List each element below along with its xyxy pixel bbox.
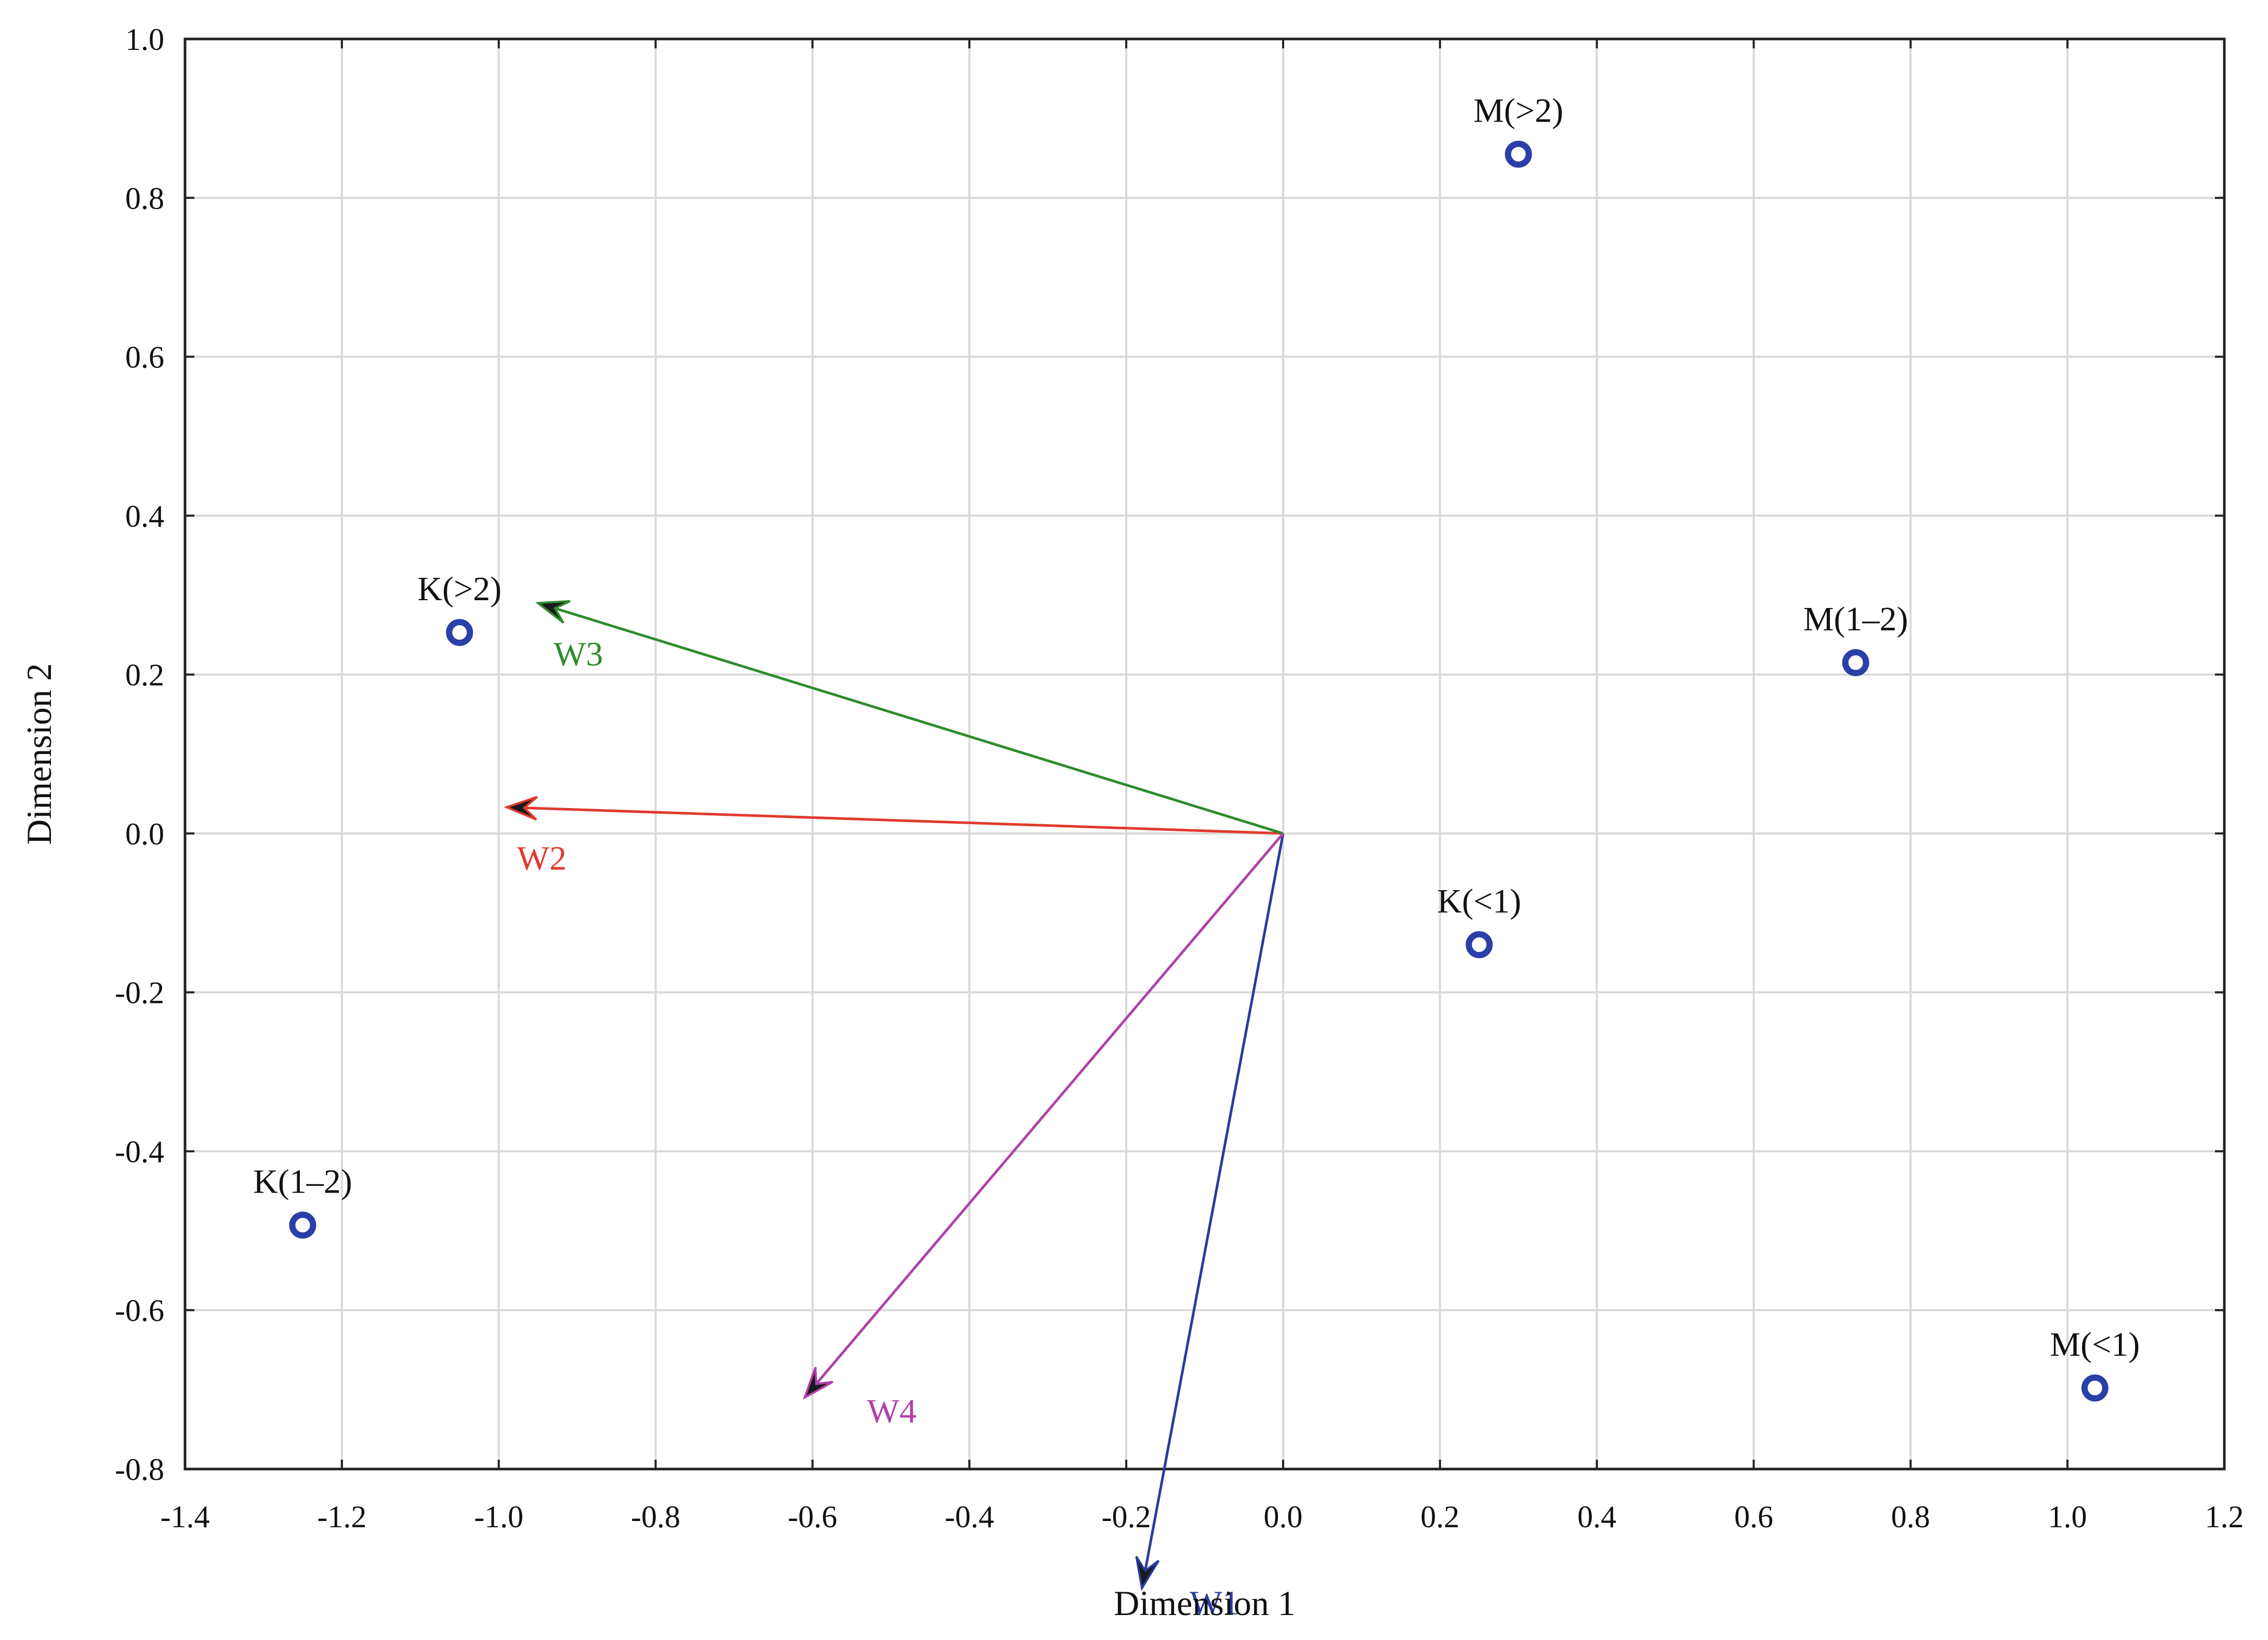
point-group: K(>2): [417, 570, 502, 646]
vector-line: [506, 805, 1284, 835]
data-point: [2081, 1374, 2108, 1402]
vector-arrowhead: [535, 600, 571, 624]
data-point: [1466, 931, 1493, 958]
axis-ticks: [184, 38, 2225, 1470]
x-tick-label: -0.6: [788, 1500, 837, 1534]
point-label: M(1–2): [1803, 600, 1908, 638]
x-tick-label: 1.0: [2048, 1500, 2087, 1534]
vector-line: [803, 832, 1284, 1399]
x-tick-label: 0.2: [1420, 1500, 1459, 1534]
y-tick-label: -0.6: [115, 1293, 164, 1328]
vector-line: [1140, 833, 1285, 1589]
x-tick-label: 0.4: [1577, 1500, 1616, 1534]
data-point: [289, 1211, 317, 1239]
plot-area-frame: [183, 37, 2226, 1471]
point-group: M(<1): [2050, 1326, 2140, 1402]
y-tick-label: 0.0: [125, 817, 164, 851]
x-tick-label: -1.0: [474, 1500, 523, 1534]
vector-w4: W4: [802, 832, 1284, 1430]
x-tick-label: 0.8: [1891, 1500, 1930, 1534]
vector-line: [537, 602, 1284, 835]
y-tick-label: -0.4: [115, 1134, 164, 1169]
x-axis-title: Dimension 1: [1114, 1583, 1295, 1623]
y-tick-labels: -0.8 -0.6 -0.4 -0.2 0.0 0.2 0.4 0.6 0.8 1.0: [115, 22, 164, 1487]
x-tick-label: 1.2: [2205, 1500, 2244, 1534]
point-group: M(1–2): [1803, 600, 1908, 677]
points: M(>2) M(1–2) K(>2) K(<1) K(1–2) M(<1): [253, 92, 2140, 1402]
vector-w1: W1: [1135, 833, 1285, 1622]
vector-arrowhead: [802, 1367, 834, 1400]
point-label: M(>2): [1473, 92, 1563, 130]
point-group: K(1–2): [253, 1163, 352, 1239]
x-tick-label: 0.0: [1263, 1500, 1302, 1534]
x-tick-label: -0.8: [631, 1500, 680, 1534]
vector-label: W3: [553, 636, 603, 673]
vector-w2: W2: [504, 796, 1284, 877]
x-tick-label: -0.4: [945, 1500, 994, 1534]
y-tick-label: -0.8: [115, 1452, 164, 1487]
y-tick-label: 0.6: [125, 340, 164, 375]
data-point: [1842, 649, 1869, 677]
vector-label: W2: [517, 839, 566, 877]
point-label: M(<1): [2050, 1326, 2140, 1364]
data-point: [446, 619, 473, 646]
x-tick-label: 0.6: [1734, 1500, 1773, 1534]
data-point: [1505, 140, 1532, 168]
vector-w3: W3: [535, 600, 1284, 835]
x-tick-label: -1.4: [161, 1500, 210, 1534]
vector-arrowhead: [504, 796, 538, 821]
x-tick-labels: -1.4 -1.2 -1.0 -0.8 -0.6 -0.4 -0.2 0.0 0.2 0.4 0.6…: [161, 1500, 2244, 1534]
point-label: K(<1): [1437, 882, 1521, 920]
y-tick-label: 0.8: [125, 181, 164, 216]
y-tick-label: 1.0: [125, 22, 164, 57]
point-label: K(>2): [417, 570, 502, 608]
y-axis-title: Dimension 2: [19, 663, 59, 844]
vectors: W1 W2 W3 W4: [504, 600, 1285, 1622]
vector-label: W4: [867, 1392, 916, 1430]
vector-label: W1: [1190, 1584, 1239, 1622]
x-tick-label: -0.2: [1102, 1500, 1151, 1534]
point-group: K(<1): [1437, 882, 1521, 958]
y-tick-label: -0.2: [115, 976, 164, 1010]
vector-arrowhead: [1135, 1556, 1160, 1591]
point-group: M(>2): [1473, 92, 1563, 168]
point-label: K(1–2): [253, 1163, 352, 1201]
y-tick-label: 0.2: [125, 658, 164, 692]
x-tick-label: -1.2: [317, 1500, 366, 1534]
y-tick-label: 0.4: [125, 499, 164, 533]
